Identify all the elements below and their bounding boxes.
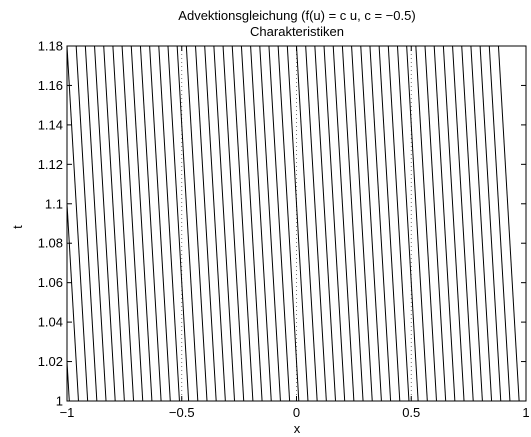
characteristic-line xyxy=(424,45,447,402)
characteristic-line xyxy=(222,45,245,402)
x-tick-label: 0 xyxy=(293,405,300,420)
characteristic-line xyxy=(433,45,456,402)
y-tick-label: 1.12 xyxy=(38,157,63,172)
y-axis-label: t xyxy=(10,225,25,229)
characteristic-line xyxy=(479,45,502,402)
plot-frame xyxy=(66,45,527,402)
characteristic-line xyxy=(176,45,199,402)
characteristic-line xyxy=(240,45,263,402)
characteristic-line xyxy=(250,45,272,402)
characteristic-line xyxy=(277,45,300,402)
characteristic-line xyxy=(341,45,364,402)
characteristic-line xyxy=(406,45,428,402)
x-tick-label: −1 xyxy=(60,405,75,420)
characteristic-line xyxy=(323,45,346,402)
characteristic-line xyxy=(488,45,511,402)
characteristic-line xyxy=(461,45,483,402)
characteristic-line xyxy=(139,45,162,402)
characteristic-line xyxy=(213,45,236,402)
y-tick-label: 1.1 xyxy=(45,196,63,211)
characteristic-line xyxy=(121,45,144,402)
characteristic-line xyxy=(351,45,373,402)
characteristic-line xyxy=(415,45,437,402)
characteristic-line xyxy=(387,45,410,402)
x-tick-label: 0.5 xyxy=(402,405,420,420)
characteristic-line xyxy=(470,45,493,402)
characteristic-line xyxy=(360,45,382,402)
characteristic-line xyxy=(259,45,281,402)
y-tick-label: 1.16 xyxy=(38,78,63,93)
characteristic-line xyxy=(149,45,171,402)
characteristic-line xyxy=(452,45,474,402)
x-axis-ticks: −1 −0.5 0 0.5 1 xyxy=(60,46,530,420)
characteristic-line xyxy=(195,45,217,402)
y-tick-label: 1.08 xyxy=(38,236,63,251)
characteristic-line xyxy=(158,45,180,402)
characteristic-line xyxy=(296,45,318,402)
y-axis-ticks: 1 1.02 1.04 1.06 1.08 1.1 1.12 1.14 1.16 1.18 xyxy=(38,39,526,409)
characteristic-line xyxy=(84,45,107,402)
characteristic-line xyxy=(66,203,79,402)
grid-lines xyxy=(181,46,412,401)
characteristic-line xyxy=(286,45,309,402)
y-tick-label: 1.04 xyxy=(38,315,63,330)
x-tick-label: 1 xyxy=(522,405,529,420)
characteristic-line xyxy=(103,45,125,402)
chart-title: Advektionsgleichung (f(u) = c u, c = −0.… xyxy=(178,8,415,23)
characteristic-line xyxy=(112,45,135,402)
characteristic-line xyxy=(378,45,401,402)
chart-subtitle: Charakteristiken xyxy=(250,24,344,39)
characteristic-line xyxy=(369,45,392,402)
characteristic-lines xyxy=(66,45,520,402)
y-tick-label: 1 xyxy=(56,394,63,409)
characteristic-line xyxy=(332,45,355,402)
y-tick-label: 1.14 xyxy=(38,117,63,132)
y-tick-label: 1.02 xyxy=(38,354,63,369)
characteristic-line xyxy=(396,45,419,402)
characteristic-line xyxy=(268,45,291,402)
characteristic-line xyxy=(204,45,226,402)
characteristic-line xyxy=(442,45,465,402)
characteristic-line xyxy=(130,45,153,402)
characteristic-line xyxy=(167,45,190,402)
characteristic-line xyxy=(94,45,116,402)
characteristic-line xyxy=(305,45,327,402)
characteristic-line xyxy=(497,45,520,402)
characteristic-line xyxy=(185,45,208,402)
characteristic-line xyxy=(75,45,98,402)
characteristic-line xyxy=(66,45,89,402)
characteristic-line xyxy=(231,45,254,402)
x-axis-label: x xyxy=(294,421,301,436)
x-tick-label: −0.5 xyxy=(169,405,195,420)
characteristic-line xyxy=(314,45,337,402)
y-tick-label: 1.18 xyxy=(38,39,63,54)
y-tick-label: 1.06 xyxy=(38,275,63,290)
